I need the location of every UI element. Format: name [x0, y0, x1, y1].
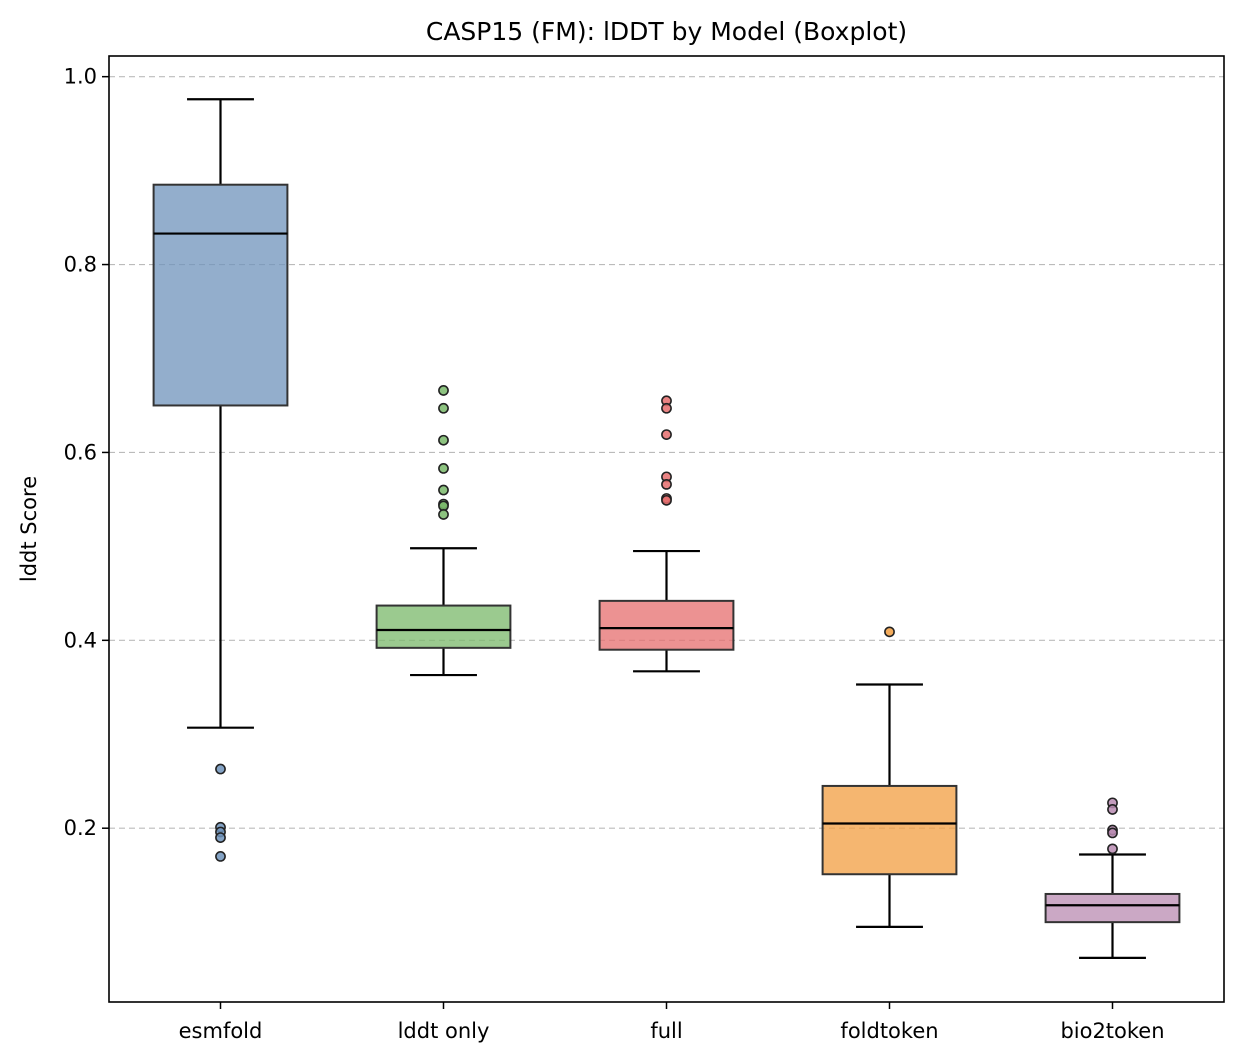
outlier-point	[438, 463, 449, 474]
x-tick-label: foldtoken	[840, 1019, 938, 1043]
gridlines	[109, 76, 1224, 829]
x-tick-label: full	[650, 1019, 682, 1043]
outlier-point	[884, 626, 895, 638]
outlier-point	[661, 478, 672, 490]
chart-title: CASP15 (FM): lDDT by Model (Boxplot)	[426, 17, 907, 46]
outlier-point	[215, 763, 226, 775]
axis-ticks: 0.2 0.4 0.6 0.8 1.0 esmfold lddt only full foldt…	[64, 65, 1165, 1043]
box-lddt-only	[375, 385, 512, 677]
outlier-point	[438, 484, 449, 496]
box-bio2token	[1044, 797, 1181, 959]
iqr-box	[821, 784, 958, 876]
x-tick-label: bio2token	[1060, 1019, 1164, 1043]
outlier-point	[1107, 804, 1118, 815]
outlier-point	[215, 850, 226, 862]
y-tick-label: 0.8	[64, 253, 97, 277]
box-esmfold	[152, 98, 289, 862]
boxes	[152, 98, 1181, 959]
iqr-box	[1044, 892, 1181, 924]
outlier-point	[661, 429, 672, 440]
box-foldtoken	[821, 626, 958, 928]
y-tick-label: 0.4	[64, 628, 97, 652]
outlier-point	[661, 494, 672, 506]
y-tick-label: 0.2	[64, 816, 97, 840]
y-axis-label: lddt Score	[17, 476, 41, 582]
outlier-point	[215, 832, 226, 844]
outlier-point	[438, 402, 449, 414]
outlier-point	[438, 385, 449, 396]
outlier-point	[438, 434, 449, 446]
y-tick-label: 0.6	[64, 440, 97, 464]
box-full	[598, 395, 735, 673]
outlier-point	[1107, 827, 1118, 839]
outlier-point	[438, 509, 449, 520]
iqr-box	[598, 599, 735, 651]
iqr-box	[375, 604, 512, 649]
outlier-point	[661, 402, 672, 414]
outlier-point	[1107, 843, 1118, 855]
iqr-box	[152, 183, 289, 407]
x-tick-label: lddt only	[398, 1019, 490, 1043]
y-tick-label: 1.0	[64, 65, 97, 89]
x-tick-label: esmfold	[179, 1019, 263, 1043]
